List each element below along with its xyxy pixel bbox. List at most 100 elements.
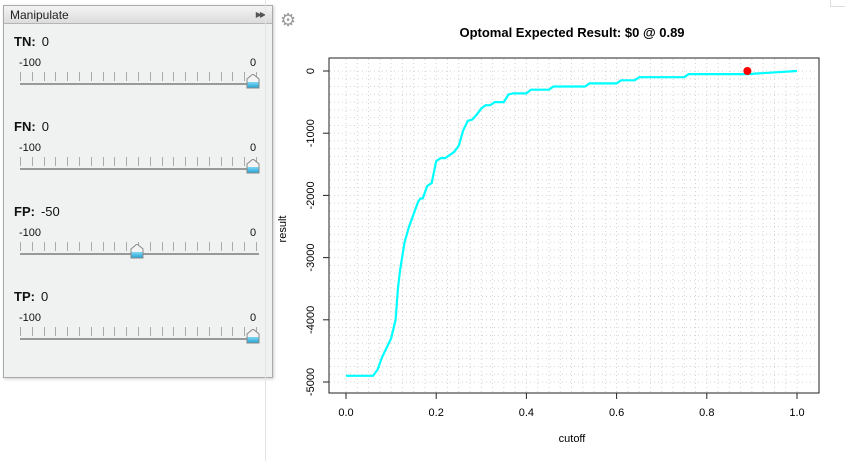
slider-tick — [31, 72, 33, 81]
chart-title: Optomal Expected Result: $0 @ 0.89 — [459, 25, 684, 40]
slider-tick — [90, 72, 92, 81]
slider-thumb[interactable] — [130, 243, 144, 259]
y-tick-label: -3000 — [305, 244, 317, 272]
gear-icon[interactable]: ⚙ — [280, 10, 297, 30]
slider-tick — [102, 242, 104, 251]
slider-tick — [173, 327, 175, 336]
slider-tick — [114, 72, 116, 81]
slider-tick — [149, 157, 151, 166]
double-chevron-right-icon[interactable]: ▶▶ — [255, 10, 266, 19]
optimal-point-marker — [743, 67, 752, 75]
slider-tick — [67, 242, 69, 251]
control-label: FP: -50 — [14, 204, 60, 219]
slider-tick — [79, 157, 80, 166]
y-axis: 0 -1000 -2000 -3000 -4000 -5000 — [305, 68, 329, 396]
x-tick-label: 0.0 — [338, 407, 353, 419]
slider-thumb[interactable] — [246, 158, 260, 174]
slider-tick — [208, 72, 210, 81]
slider-tick — [67, 327, 69, 336]
slider-tick — [256, 242, 257, 251]
x-tick-label: 1.0 — [789, 407, 804, 419]
control-fn: FN: 0 -100 0 — [4, 119, 272, 199]
slider-tick — [79, 242, 80, 251]
slider-thumb[interactable] — [246, 73, 260, 89]
slider-tick — [114, 327, 116, 336]
slider-tick — [31, 157, 33, 166]
slider-tick — [79, 327, 80, 336]
slider-tick — [43, 242, 45, 251]
slider-tick — [161, 327, 163, 336]
slider-tick — [161, 72, 163, 81]
control-value: 0 — [40, 289, 49, 304]
control-tp: TP: 0 -100 0 — [4, 289, 272, 369]
slider-tick — [244, 327, 246, 336]
slider-track[interactable] — [20, 338, 259, 340]
slider-track[interactable] — [20, 83, 259, 85]
slider-tick — [197, 72, 198, 81]
range-min-label: -100 — [19, 142, 42, 154]
range-max-label: 0 — [250, 142, 257, 154]
control-label: TP: 0 — [14, 289, 49, 304]
x-tick-label: 0.8 — [699, 407, 714, 419]
slider-track[interactable] — [20, 168, 259, 170]
slider-tick — [20, 242, 21, 251]
slider-tick — [90, 242, 92, 251]
plot-area: Optomal Expected Result: $0 @ 0.89 0.0 0.… — [277, 25, 820, 445]
slider-tick — [20, 157, 21, 166]
y-tick-label: 0 — [305, 68, 317, 74]
control-name: TN — [14, 34, 32, 49]
panel-header[interactable]: Manipulate ▶▶ — [4, 6, 272, 24]
y-tick-label: -1000 — [305, 119, 317, 147]
control-fp: FP: -50 -100 0 — [4, 204, 272, 284]
x-axis-label: cutoff — [559, 433, 587, 445]
slider-tick — [208, 157, 210, 166]
control-value: -50 — [40, 204, 60, 219]
slider-tick — [102, 327, 104, 336]
slider-tick — [208, 242, 210, 251]
slider-tick — [138, 72, 139, 81]
slider-tick — [220, 327, 222, 336]
window-corner — [830, 0, 845, 7]
pane-divider[interactable] — [265, 0, 266, 461]
slider-tick — [20, 327, 21, 336]
slider-tick — [114, 242, 116, 251]
slider-tick — [55, 72, 57, 81]
slider-tick — [149, 242, 151, 251]
slider-tick — [31, 242, 33, 251]
slider-tick — [220, 157, 222, 166]
slider-tick — [208, 327, 210, 336]
slider-tick — [43, 72, 45, 81]
slider-tick — [138, 327, 139, 336]
slider-tick — [220, 242, 222, 251]
slider-tick — [55, 242, 57, 251]
control-tn: TN: 0 -100 0 — [4, 34, 272, 114]
slider-tick — [126, 72, 128, 81]
slider-tick — [55, 327, 57, 336]
control-name: TP — [14, 289, 31, 304]
slider-tick — [102, 157, 104, 166]
range-max-label: 0 — [250, 57, 257, 69]
slider-tick — [43, 157, 45, 166]
y-axis-label: result — [277, 216, 289, 243]
control-value: 0 — [41, 119, 49, 134]
slider-tick — [197, 327, 198, 336]
slider-tick — [232, 72, 234, 81]
slider-thumb[interactable] — [246, 328, 260, 344]
slider-tick — [67, 157, 69, 166]
slider-tick — [90, 327, 92, 336]
slider-tick — [126, 327, 128, 336]
slider-tick — [126, 242, 128, 251]
slider-tick — [149, 327, 151, 336]
y-tick-label: -4000 — [305, 306, 317, 334]
slider-ticks — [20, 72, 257, 81]
slider-tick — [43, 327, 45, 336]
control-label: FN: 0 — [14, 119, 49, 134]
y-tick-label: -5000 — [305, 368, 317, 396]
slider-tick — [185, 242, 187, 251]
panel-title: Manipulate — [10, 7, 69, 22]
slider-tick — [79, 72, 80, 81]
slider-tick — [126, 157, 128, 166]
slider-tick — [173, 72, 175, 81]
range-max-label: 0 — [250, 227, 257, 239]
slider-tick — [90, 157, 92, 166]
